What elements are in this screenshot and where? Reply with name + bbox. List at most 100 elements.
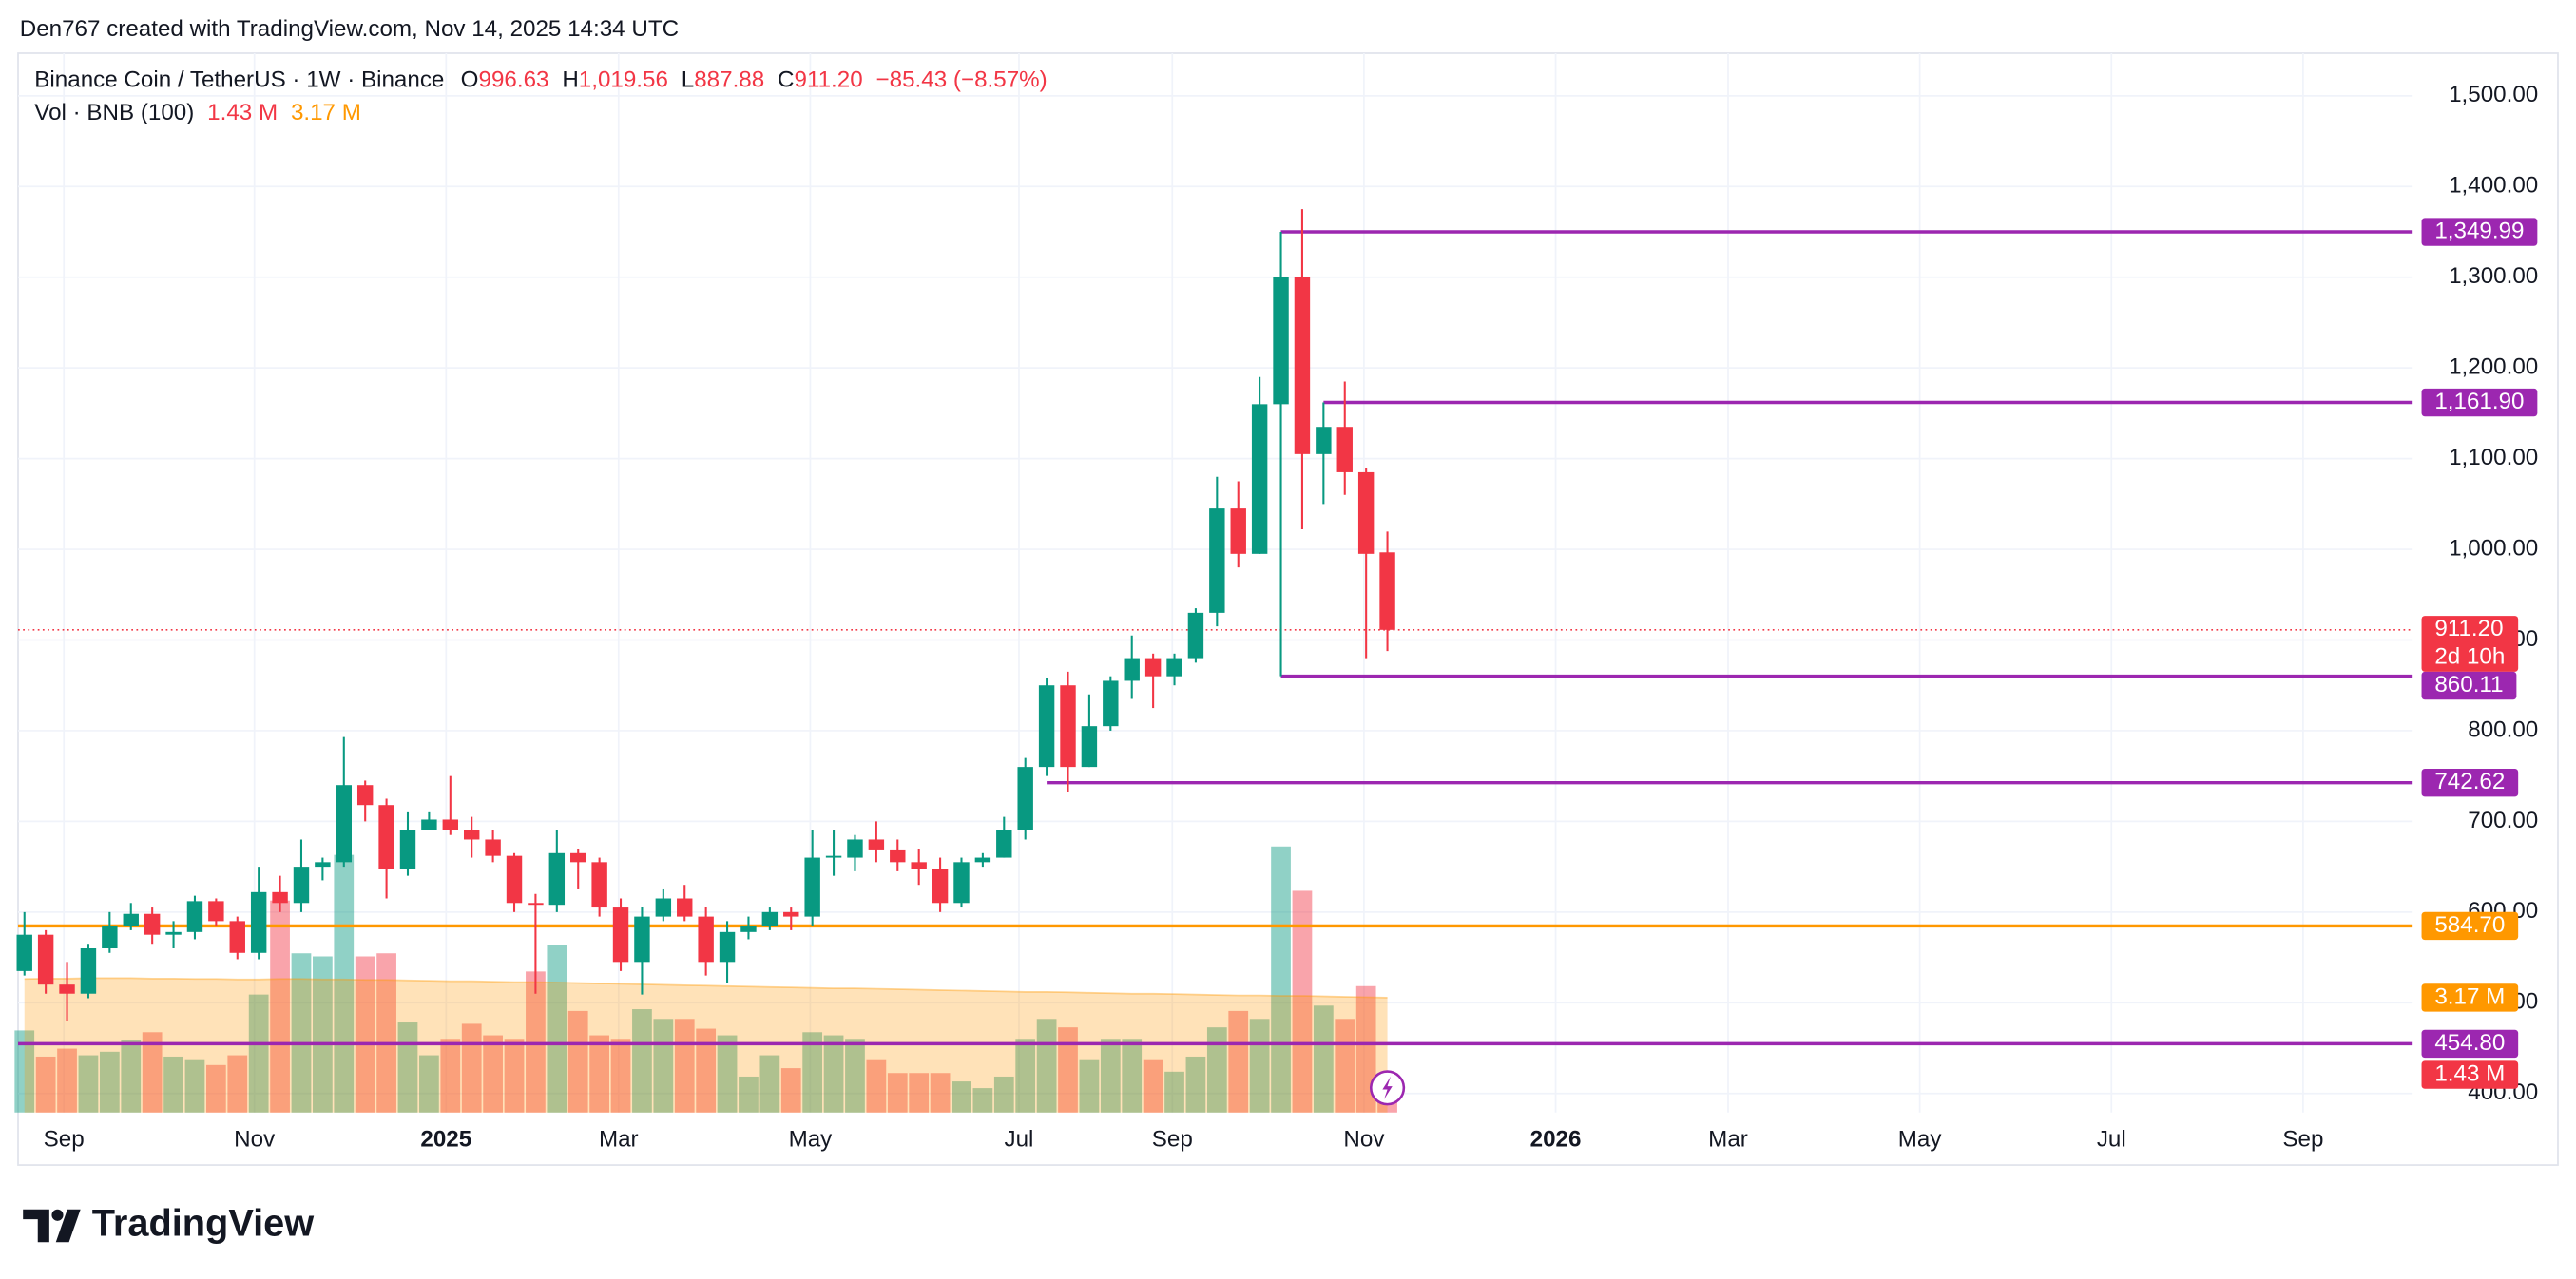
volume-bar xyxy=(1313,1005,1334,1113)
scale-tag-label: 2d 10h xyxy=(2434,644,2505,670)
candle-body xyxy=(634,916,650,963)
volume-bar xyxy=(972,1088,993,1113)
scale-tag-label: 1.43 M xyxy=(2434,1060,2505,1086)
candle-body xyxy=(761,911,779,926)
x-tick-label: Mar xyxy=(599,1127,639,1153)
candle-body xyxy=(16,934,32,971)
scale-tag-box xyxy=(2421,1029,2519,1059)
low-key: L xyxy=(682,67,694,93)
candle-body xyxy=(272,891,288,904)
candle-body xyxy=(37,934,54,985)
volume-bar xyxy=(526,971,546,1113)
candle-body xyxy=(655,898,672,917)
candle-body xyxy=(1251,404,1268,554)
candle-body xyxy=(421,819,437,830)
volume-bar xyxy=(1015,1039,1036,1113)
volume-bar xyxy=(1206,1027,1227,1113)
scale-tag-label: 742.62 xyxy=(2434,769,2505,794)
x-tick-label: Mar xyxy=(1708,1127,1748,1153)
candle-body xyxy=(315,862,331,868)
volume-bar xyxy=(866,1059,887,1113)
candle-body xyxy=(229,921,245,953)
candle-body xyxy=(1166,658,1182,677)
candle-body xyxy=(783,911,799,917)
high-value: 1,019.56 xyxy=(579,67,668,93)
y-tick-label: 1,000.00 xyxy=(2449,535,2538,561)
volume-bar xyxy=(99,1051,120,1113)
volume-bar xyxy=(632,1009,652,1113)
scale-tag-label: 1,161.90 xyxy=(2434,389,2524,414)
candle-body xyxy=(356,785,374,806)
volume-bar xyxy=(802,1032,823,1113)
logo-dot xyxy=(51,1209,64,1221)
volume-bar xyxy=(1185,1056,1206,1113)
volume-bar xyxy=(1355,985,1376,1113)
candle-body xyxy=(1357,471,1375,554)
candle-body xyxy=(463,830,480,840)
volume-bar xyxy=(610,1039,631,1113)
volume-bar xyxy=(270,900,290,1113)
chart-legend: Binance Coin / TetherUS · 1W · Binance O9… xyxy=(34,67,1047,93)
volume-bar xyxy=(547,945,567,1113)
volume-name: Vol · BNB (100) xyxy=(34,100,194,125)
attribution: Den767 created with TradingView.com, Nov… xyxy=(20,16,679,42)
volume-bar xyxy=(887,1073,908,1113)
volume-bar xyxy=(163,1056,183,1113)
candle-body xyxy=(506,855,523,904)
candle-body xyxy=(1294,277,1311,454)
candle-body xyxy=(1144,658,1162,677)
candle-body xyxy=(1060,685,1076,768)
candle-body xyxy=(165,931,182,935)
volume-bar xyxy=(696,1028,717,1113)
y-tick-label: 1,400.00 xyxy=(2449,173,2538,199)
change-value: −85.43 (−8.57%) xyxy=(876,67,1048,93)
candle-body xyxy=(293,867,310,904)
scale-tag: 1,349.99 xyxy=(2421,218,2538,246)
x-tick-label: Sep xyxy=(44,1127,85,1153)
volume-bar xyxy=(759,1055,780,1113)
x-tick-label: Sep xyxy=(2282,1127,2323,1153)
candle-body xyxy=(378,805,394,869)
x-tick-label: 2025 xyxy=(420,1127,471,1153)
volume-bar xyxy=(823,1035,844,1113)
candle-body xyxy=(123,913,139,926)
candle-body xyxy=(719,931,736,963)
close-key: C xyxy=(778,67,794,93)
volume-bar xyxy=(1100,1039,1121,1113)
candle-body xyxy=(186,901,203,932)
volume-bar xyxy=(142,1032,163,1113)
volume-bar xyxy=(1143,1059,1163,1113)
candle-body xyxy=(698,916,714,963)
y-tick-label: 1,100.00 xyxy=(2449,445,2538,470)
volume-bar xyxy=(14,1030,35,1113)
scale-tag-box xyxy=(2421,911,2519,941)
low-value: 887.88 xyxy=(694,67,764,93)
scale-tag-box xyxy=(2421,388,2538,417)
candle-body xyxy=(1187,612,1204,659)
candle-body xyxy=(804,857,820,917)
scale-tag-box xyxy=(2421,671,2517,700)
x-tick-label: May xyxy=(1898,1127,1943,1153)
y-tick-label: 700.00 xyxy=(2468,808,2538,833)
candle-body xyxy=(442,819,459,830)
x-tick-label: Nov xyxy=(234,1127,276,1153)
candle-body xyxy=(953,862,970,904)
volume-bar xyxy=(1122,1039,1143,1113)
candle-body xyxy=(250,891,267,953)
scale-tag-label: 860.11 xyxy=(2434,672,2503,697)
volume-bar xyxy=(1058,1027,1078,1113)
volume-bar xyxy=(930,1073,951,1113)
logo-t xyxy=(23,1209,49,1243)
candle-body xyxy=(1081,726,1098,768)
volume-bar xyxy=(184,1059,205,1113)
volume-ma-value: 3.17 M xyxy=(291,100,361,125)
scale-tag: 454.80 xyxy=(2421,1029,2519,1059)
candle-body xyxy=(974,857,991,863)
volume-bar xyxy=(440,1039,461,1113)
candle-body xyxy=(1336,427,1353,472)
volume-bar xyxy=(248,994,269,1113)
volume-bar xyxy=(227,1055,248,1113)
volume-bar xyxy=(780,1068,801,1113)
